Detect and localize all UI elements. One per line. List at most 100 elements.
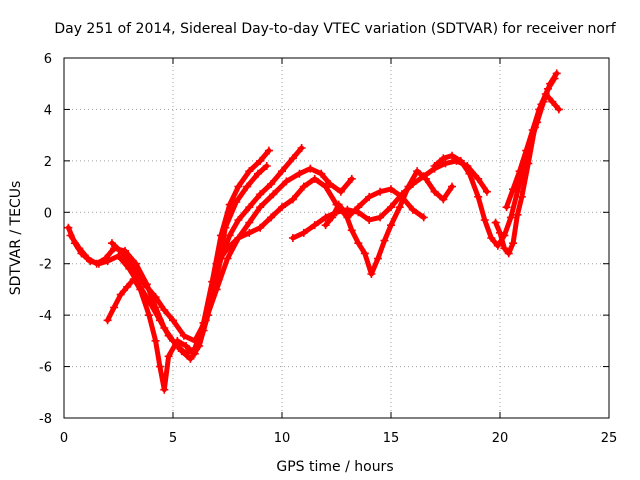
data-point-marker <box>245 167 254 176</box>
data-point-marker <box>506 213 515 222</box>
data-point-marker <box>354 239 363 248</box>
data-point-marker <box>177 347 186 356</box>
data-point-marker <box>245 218 254 227</box>
data-point-marker <box>299 228 308 237</box>
data-point-marker <box>282 177 291 186</box>
data-point-marker <box>554 105 563 114</box>
data-point-marker <box>221 223 230 232</box>
data-point-marker <box>295 169 304 178</box>
data-point-marker <box>380 236 389 245</box>
data-point-marker <box>500 244 509 253</box>
data-point-marker <box>482 187 491 196</box>
y-tick-label: -4 <box>39 309 52 324</box>
grid <box>64 58 609 418</box>
data-point-marker <box>365 216 374 224</box>
data-point-marker <box>347 174 356 183</box>
data-point-marker <box>504 249 513 258</box>
data-point-marker <box>151 336 160 345</box>
data-point-marker <box>535 105 544 114</box>
plot-frame <box>63 57 610 419</box>
data-point-marker <box>131 259 140 268</box>
data-point-marker <box>297 144 306 152</box>
data-point-marker <box>465 169 474 178</box>
data-point-marker <box>493 241 502 250</box>
x-tick-label: 10 <box>274 431 291 446</box>
data-point-marker <box>524 159 533 168</box>
data-point-marker <box>288 195 297 204</box>
data-point-marker <box>245 228 254 237</box>
data-point-marker <box>317 169 326 178</box>
data-point-marker <box>487 234 496 242</box>
data-point-marker <box>541 90 550 98</box>
data-point-marker <box>334 200 343 209</box>
data-point-marker <box>310 174 319 183</box>
data-point-marker <box>441 159 450 168</box>
data-point-marker <box>448 151 457 160</box>
data-point-marker <box>513 210 522 219</box>
series-track-1 <box>64 146 273 358</box>
data-point-marker <box>267 180 276 188</box>
data-point-marker <box>66 231 75 240</box>
x-tick-label: 20 <box>492 431 509 446</box>
data-point-marker <box>387 203 395 212</box>
data-point-marker <box>419 213 428 222</box>
series-line <box>68 163 270 362</box>
data-point-marker <box>256 190 265 199</box>
data-point-marker <box>190 349 199 358</box>
data-point-marker <box>347 226 356 235</box>
data-point-marker <box>528 126 537 134</box>
y-tick-label: 0 <box>44 206 52 221</box>
data-point-marker <box>155 362 164 371</box>
data-point-marker <box>160 385 169 394</box>
data-point-marker <box>234 182 243 191</box>
data-point-marker <box>367 270 376 278</box>
data-point-marker <box>164 352 173 361</box>
data-point-marker <box>269 190 278 199</box>
data-point-marker <box>439 195 448 204</box>
data-point-marker <box>75 244 84 253</box>
data-point-marker <box>328 213 337 222</box>
data-point-marker <box>256 156 265 165</box>
data-point-marker <box>552 69 561 78</box>
series-track-4 <box>107 164 356 345</box>
y-axis-ticks: -8 -6 -4 -2 0 2 4 6 <box>39 52 609 427</box>
series-line <box>323 168 455 277</box>
data-point-marker <box>509 185 518 194</box>
data-point-marker <box>234 216 243 224</box>
data-point-marker <box>212 259 221 268</box>
data-point-marker <box>118 249 127 258</box>
data-point-marker <box>245 203 254 212</box>
data-point-marker <box>151 293 160 302</box>
data-point-marker <box>376 187 385 196</box>
y-tick-label: 6 <box>44 52 52 67</box>
data-point-marker <box>387 185 395 194</box>
data-point-marker <box>160 324 169 332</box>
y-tick-label: -2 <box>39 258 52 273</box>
chart-title: Day 251 of 2014, Sidereal Day-to-day VTE… <box>54 21 616 37</box>
data-point-marker <box>83 254 92 263</box>
data-point-marker <box>151 303 160 312</box>
data-point-marker <box>267 213 276 222</box>
data-point-marker <box>107 239 116 248</box>
data-point-marker <box>515 167 524 176</box>
data-point-marker <box>140 280 149 289</box>
data-point-marker <box>243 182 252 191</box>
data-point-marker <box>413 167 422 176</box>
data-point-marker <box>522 146 531 155</box>
y-tick-label: 4 <box>44 103 52 118</box>
data-point-marker <box>474 174 483 183</box>
data-point-marker <box>225 200 234 209</box>
data-point-marker <box>288 154 297 163</box>
series-track-7 <box>321 167 457 278</box>
data-point-marker <box>103 316 112 325</box>
data-point-marker <box>360 249 369 258</box>
data-point-marker <box>234 234 243 242</box>
data-point-marker <box>474 192 483 201</box>
data-point-marker <box>321 221 330 230</box>
data-point-marker <box>430 162 439 170</box>
data-point-marker <box>491 218 500 227</box>
data-point-marker <box>190 336 199 345</box>
data-point-marker <box>376 213 385 222</box>
data-point-marker <box>123 282 132 291</box>
